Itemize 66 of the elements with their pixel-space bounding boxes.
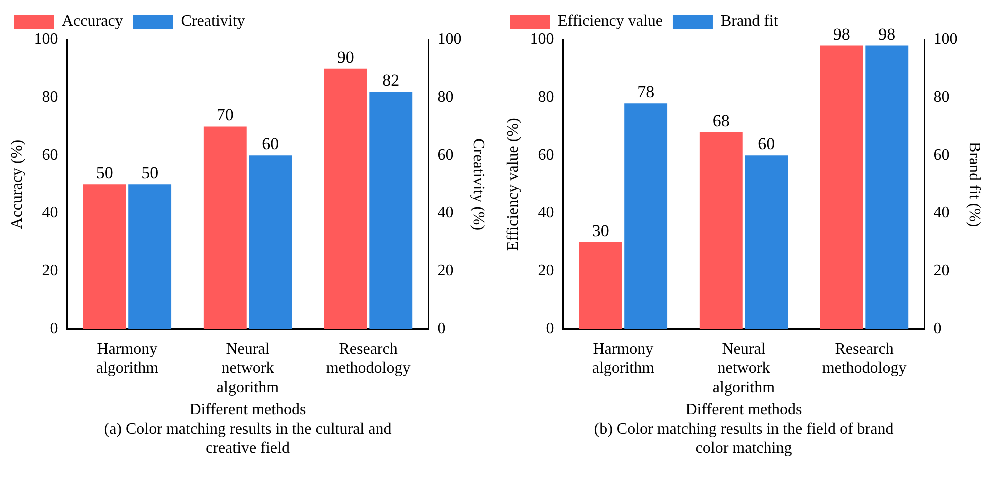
x-axis-title: Different methods: [686, 402, 802, 419]
data-label: 50: [96, 164, 114, 183]
bar: [866, 46, 909, 330]
data-label: 70: [216, 106, 234, 125]
bar: [83, 184, 126, 330]
y-tick-label: 0: [546, 320, 554, 338]
bar: [579, 242, 622, 330]
y2-tick-label: 60: [934, 146, 950, 164]
y-tick-label: 80: [42, 89, 58, 106]
x-axis-title: Different methods: [190, 402, 306, 419]
legend-label: Brand fit: [720, 13, 779, 30]
text: (b) Color matching results in the field of brand color matching: [593, 420, 895, 458]
bar: [324, 68, 368, 330]
y-tick-label: 20: [42, 262, 58, 280]
y2-tick-label: 20: [934, 262, 950, 280]
data-label: 50: [142, 164, 159, 183]
y-axis-title: Efficiency value (%): [504, 118, 522, 252]
y2-axis-title: Creativity (%): [470, 138, 488, 231]
bar: [370, 92, 413, 330]
data-label: 60: [262, 134, 280, 154]
y-axis-title: Accuracy (%): [8, 140, 26, 230]
bar: [624, 104, 668, 330]
y-tick-label: 40: [42, 204, 58, 222]
data-label: 30: [592, 221, 610, 240]
data-label: 90: [337, 48, 354, 67]
legend-label: Accuracy: [62, 13, 124, 30]
y2-tick-label: 20: [438, 262, 454, 280]
bar: [700, 132, 743, 330]
y2-tick-label: 0: [438, 320, 446, 338]
bar: [249, 156, 292, 330]
legend-label: Efficiency value: [558, 13, 663, 30]
y2-tick-label: 80: [438, 89, 454, 106]
y-tick-label: 20: [538, 262, 554, 280]
y-tick-label: 40: [538, 204, 554, 222]
x-tick-label: Neural network algorithm: [712, 341, 776, 396]
data-label: 68: [712, 112, 730, 131]
y2-tick-label: 100: [438, 31, 462, 48]
x-tick-label: Research methodology: [822, 341, 907, 378]
y2-tick-label: 40: [934, 204, 950, 222]
text: (a) Color matching results in the cultural and creative field: [103, 420, 393, 458]
y-tick-label: 100: [34, 31, 58, 48]
y-tick-label: 0: [50, 320, 58, 338]
bar: [745, 156, 788, 330]
data-label: 60: [758, 134, 776, 154]
y-tick-label: 60: [538, 146, 554, 164]
data-label: 78: [638, 82, 655, 102]
data-label: 98: [878, 24, 896, 44]
y-tick-label: 100: [530, 31, 554, 48]
y2-axis-title: Brand fit (%): [966, 142, 984, 228]
x-tick-label: Research methodology: [326, 341, 411, 378]
x-tick-label: Harmony algorithm: [592, 341, 656, 378]
y2-tick-label: 100: [934, 31, 958, 48]
y2-tick-label: 80: [934, 89, 950, 106]
bar: [820, 46, 864, 330]
y2-tick-label: 60: [438, 146, 454, 164]
legend-label: Creativity: [181, 13, 246, 30]
x-tick-label: Harmony algorithm: [96, 341, 160, 378]
data-label: 98: [833, 24, 850, 44]
bar: [128, 184, 172, 330]
y-tick-label: 80: [538, 89, 554, 106]
y2-tick-label: 0: [934, 320, 942, 338]
bar: [204, 126, 247, 330]
x-tick-label: Neural network algorithm: [216, 341, 280, 396]
y2-tick-label: 40: [438, 204, 454, 222]
data-label: 82: [382, 71, 400, 90]
y-tick-label: 60: [42, 146, 58, 164]
